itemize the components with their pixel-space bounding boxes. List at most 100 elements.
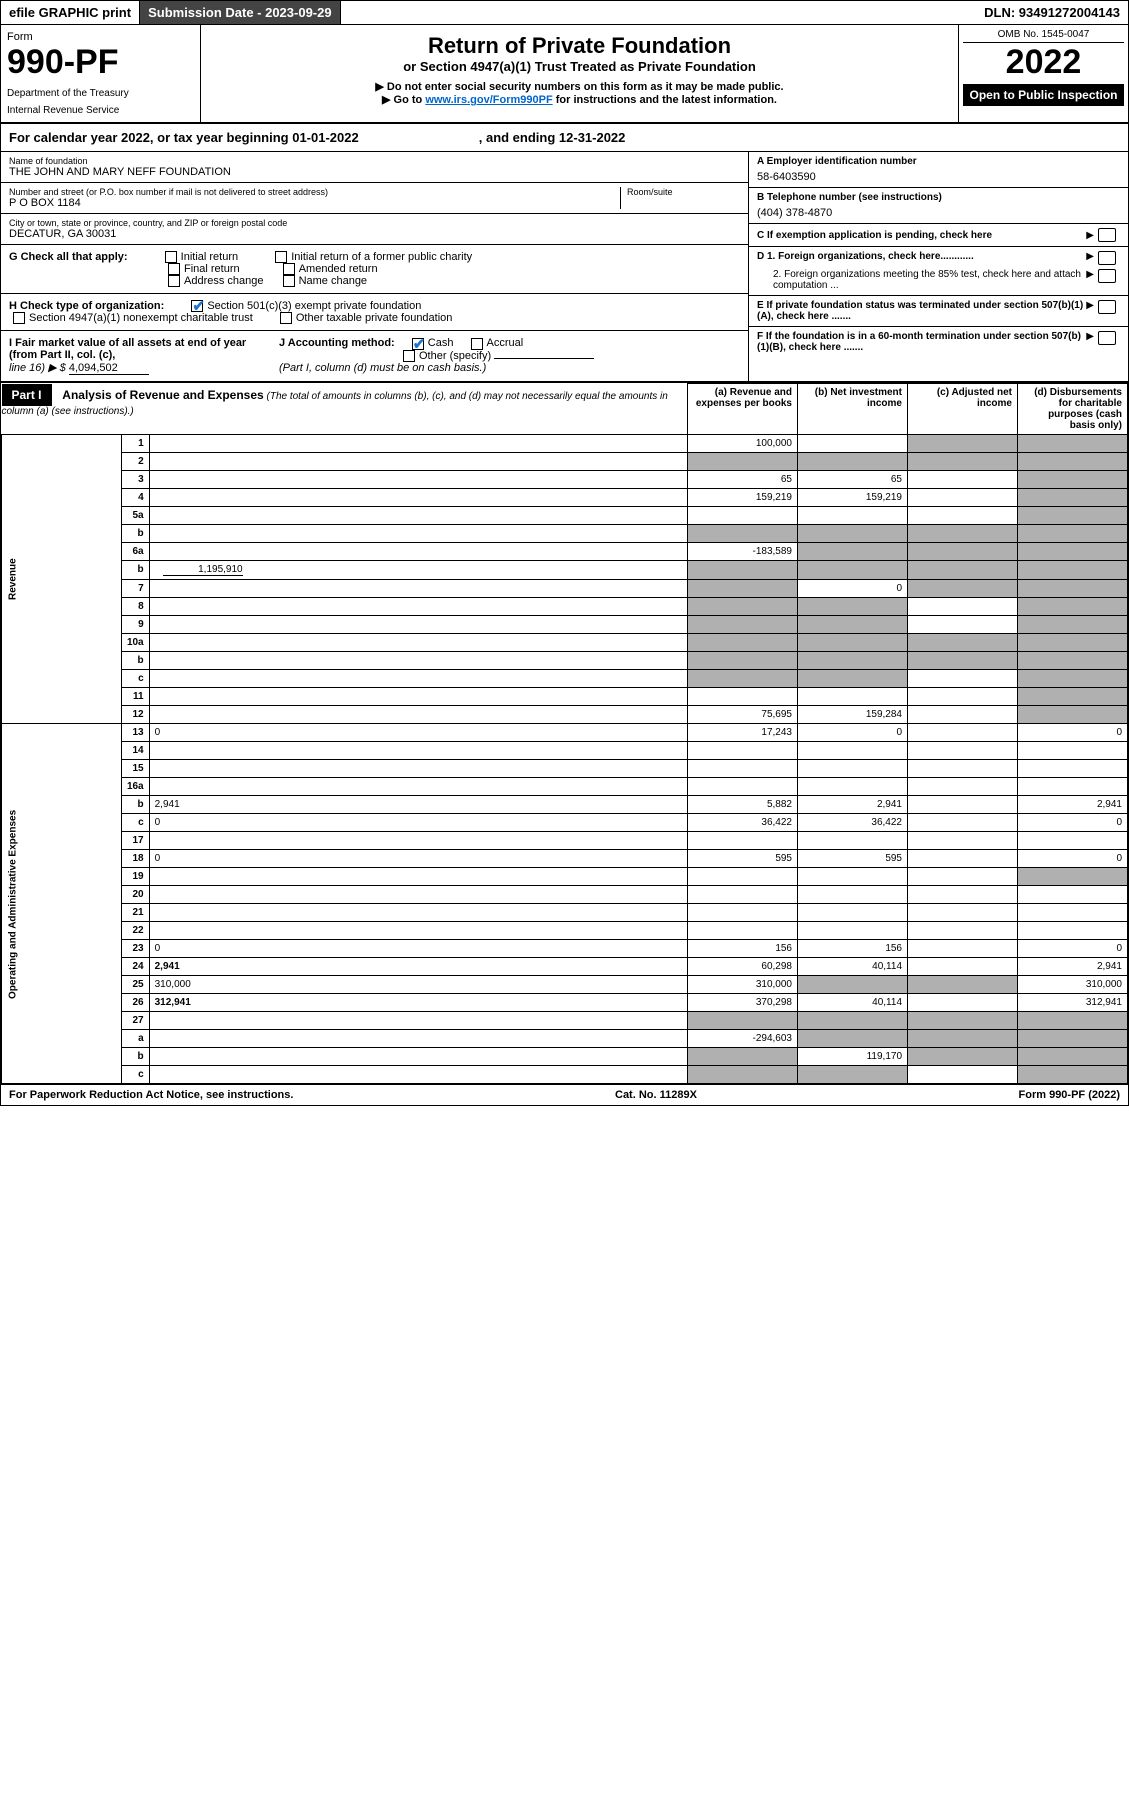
cb-address-change[interactable] xyxy=(168,275,180,287)
row-desc xyxy=(149,1030,687,1048)
cb-other-method[interactable] xyxy=(403,350,415,362)
table-row: 36565 xyxy=(2,471,1128,489)
row-number: a xyxy=(121,1030,149,1048)
row-desc xyxy=(149,435,687,453)
cb-amended[interactable] xyxy=(283,263,295,275)
cb-4947[interactable] xyxy=(13,312,25,324)
cb-final-return[interactable] xyxy=(168,263,180,275)
row-desc: 0 xyxy=(149,814,687,832)
i-line: line 16) ▶ $ xyxy=(9,362,66,374)
calyr-begin: For calendar year 2022, or tax year begi… xyxy=(9,130,359,145)
form-title: Return of Private Foundation xyxy=(221,33,938,59)
cell-d xyxy=(1018,904,1128,922)
cell-c xyxy=(908,652,1018,670)
cell-a xyxy=(688,778,798,796)
j-label: J Accounting method: xyxy=(279,337,395,349)
row-desc xyxy=(149,525,687,543)
calyr-end: , and ending 12-31-2022 xyxy=(479,130,626,145)
cell-a xyxy=(688,742,798,760)
cb-other-taxable[interactable] xyxy=(280,312,292,324)
row-number: 14 xyxy=(121,742,149,760)
dln-label: DLN: 93491272004143 xyxy=(976,1,1128,24)
cb-accrual[interactable] xyxy=(471,338,483,350)
table-row: b xyxy=(2,652,1128,670)
cell-a xyxy=(688,670,798,688)
city-cell: City or town, state or province, country… xyxy=(1,214,748,245)
table-row: 242,94160,29840,1142,941 xyxy=(2,958,1128,976)
cell-a: -183,589 xyxy=(688,543,798,561)
cb-cash[interactable] xyxy=(412,338,424,350)
cb-foreign2[interactable] xyxy=(1098,269,1116,283)
cell-a: 65 xyxy=(688,471,798,489)
cell-c xyxy=(908,760,1018,778)
row-desc xyxy=(149,1066,687,1084)
b-label: B Telephone number (see instructions) xyxy=(757,192,1120,203)
row-number: 10a xyxy=(121,634,149,652)
cb-terminated[interactable] xyxy=(1098,300,1116,314)
row-desc xyxy=(149,634,687,652)
submission-date: Submission Date - 2023-09-29 xyxy=(140,1,341,24)
table-row: 6a-183,589 xyxy=(2,543,1128,561)
cell-a xyxy=(688,616,798,634)
cell-d xyxy=(1018,922,1128,940)
a-label: A Employer identification number xyxy=(757,156,1120,167)
table-row: c xyxy=(2,1066,1128,1084)
cell-a xyxy=(688,507,798,525)
cell-d: 0 xyxy=(1018,814,1128,832)
cb-501c3[interactable] xyxy=(191,300,203,312)
cb-initial-public[interactable] xyxy=(275,251,287,263)
table-row: 17 xyxy=(2,832,1128,850)
instructions-link[interactable]: www.irs.gov/Form990PF xyxy=(425,94,552,106)
row-number: 8 xyxy=(121,598,149,616)
cell-c xyxy=(908,976,1018,994)
cb-60month[interactable] xyxy=(1098,331,1116,345)
row-desc: 2,941 xyxy=(149,958,687,976)
cb-name-change[interactable] xyxy=(283,275,295,287)
cell-b: 156 xyxy=(798,940,908,958)
table-row: b2,9415,8822,9412,941 xyxy=(2,796,1128,814)
col-d-hdr: (d) Disbursements for charitable purpose… xyxy=(1018,384,1128,435)
cell-b xyxy=(798,1030,908,1048)
row-desc xyxy=(149,922,687,940)
row-desc xyxy=(149,652,687,670)
g-label: G Check all that apply: xyxy=(9,251,128,263)
form-header: Form 990-PF Department of the Treasury I… xyxy=(1,25,1128,124)
cell-d xyxy=(1018,886,1128,904)
city-label: City or town, state or province, country… xyxy=(9,218,740,228)
table-row: 20 xyxy=(2,886,1128,904)
row-number: 1 xyxy=(121,435,149,453)
table-row: b xyxy=(2,525,1128,543)
g-check-row: G Check all that apply: Initial return I… xyxy=(1,245,748,294)
cell-d xyxy=(1018,616,1128,634)
h-label: H Check type of organization: xyxy=(9,300,164,312)
g-opt-2: Final return xyxy=(184,263,240,275)
table-row: 26312,941370,29840,114312,941 xyxy=(2,994,1128,1012)
row-number: 17 xyxy=(121,832,149,850)
table-row: 14 xyxy=(2,742,1128,760)
foundation-name-cell: Name of foundation THE JOHN AND MARY NEF… xyxy=(1,152,748,183)
d-cell: D 1. Foreign organizations, check here..… xyxy=(749,247,1128,296)
cb-foreign1[interactable] xyxy=(1098,251,1116,265)
cell-a: 595 xyxy=(688,850,798,868)
cell-a: 310,000 xyxy=(688,976,798,994)
cell-c xyxy=(908,868,1018,886)
cell-b xyxy=(798,670,908,688)
row-number: 23 xyxy=(121,940,149,958)
ssn-note: ▶ Do not enter social security numbers o… xyxy=(221,80,938,93)
row-desc: 310,000 xyxy=(149,976,687,994)
cell-a xyxy=(688,561,798,580)
table-row: 21 xyxy=(2,904,1128,922)
cell-d xyxy=(1018,453,1128,471)
cell-b xyxy=(798,922,908,940)
row-number: c xyxy=(121,814,149,832)
row-number: b xyxy=(121,525,149,543)
cb-exemption[interactable] xyxy=(1098,228,1116,242)
row-number: 7 xyxy=(121,580,149,598)
cell-b xyxy=(798,760,908,778)
cb-initial-return[interactable] xyxy=(165,251,177,263)
goto-post: for instructions and the latest informat… xyxy=(553,94,777,106)
cell-b: 159,284 xyxy=(798,706,908,724)
row-desc: 1,195,910 xyxy=(149,561,687,580)
row-number: c xyxy=(121,670,149,688)
g-opt-4: Address change xyxy=(184,275,264,287)
